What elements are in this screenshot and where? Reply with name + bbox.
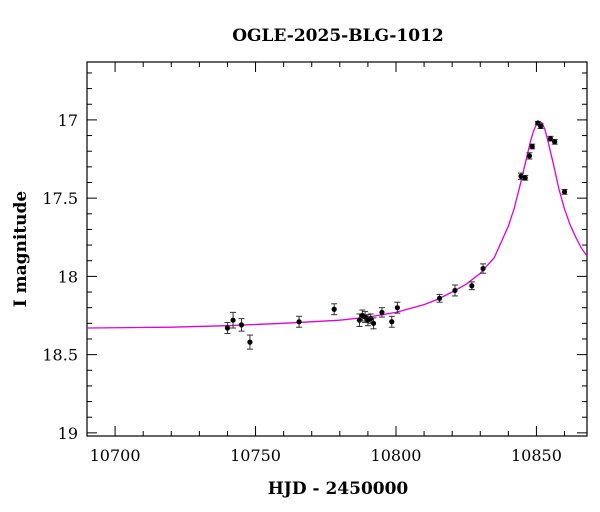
point-marker: [224, 325, 231, 331]
point-marker: [436, 295, 443, 301]
data-point: [388, 315, 395, 328]
axis-tick-labels: 10700 10750 10800 10850 17 17.5 18 18.5 19: [42, 111, 562, 465]
point-marker: [538, 123, 544, 129]
x-tick-label: 10850: [511, 446, 562, 465]
data-point: [551, 138, 558, 145]
y-tick-label: 18: [58, 267, 78, 286]
x-tick-label: 10750: [230, 446, 281, 465]
data-point: [370, 317, 377, 330]
data-point: [537, 123, 544, 130]
chart-title: OGLE-2025-BLG-1012: [232, 26, 444, 46]
data-point: [331, 303, 338, 316]
point-marker: [547, 136, 554, 142]
data-point: [561, 189, 568, 195]
point-marker: [356, 317, 363, 323]
data-point: [517, 172, 524, 180]
point-marker: [379, 309, 385, 315]
point-marker: [389, 319, 395, 325]
y-tick-label: 19: [58, 424, 78, 443]
point-marker: [394, 305, 400, 311]
data-point: [367, 313, 374, 324]
plot-frame: [86, 61, 588, 437]
point-marker: [561, 189, 568, 195]
data-point: [526, 152, 533, 160]
y-tick-label: 17: [58, 111, 78, 130]
point-marker: [518, 173, 524, 179]
data-point: [230, 311, 237, 329]
x-tick-label: 10700: [90, 446, 141, 465]
point-marker: [368, 316, 374, 322]
x-tick-label: 10800: [371, 446, 422, 465]
point-marker: [296, 319, 302, 325]
point-marker: [230, 317, 236, 323]
point-marker: [469, 283, 475, 289]
data-point: [547, 135, 554, 142]
data-points: [224, 120, 568, 350]
data-point: [436, 293, 443, 303]
data-point: [378, 307, 385, 318]
y-axis-label: I magnitude: [11, 191, 31, 308]
data-point: [394, 301, 401, 314]
point-marker: [331, 306, 337, 312]
data-point: [356, 313, 363, 327]
data-point: [224, 322, 231, 335]
point-marker: [552, 139, 558, 145]
data-point: [529, 143, 536, 150]
point-marker: [247, 339, 253, 345]
data-point: [468, 281, 475, 291]
x-axis-label: HJD - 2450000: [268, 479, 409, 499]
axis-ticks: [86, 62, 587, 436]
point-marker: [238, 322, 245, 328]
data-point: [296, 315, 303, 328]
data-point: [480, 263, 487, 274]
point-marker: [529, 143, 535, 150]
data-point: [451, 284, 458, 297]
point-marker: [370, 320, 377, 326]
point-marker: [526, 153, 533, 159]
y-tick-label: 17.5: [42, 189, 78, 208]
data-point: [246, 334, 253, 350]
point-marker: [480, 265, 486, 272]
data-point: [238, 318, 245, 332]
point-marker: [522, 175, 528, 181]
data-point: [522, 174, 529, 181]
model-curve: [86, 120, 588, 329]
y-tick-label: 18.5: [42, 346, 78, 365]
point-marker: [452, 287, 458, 294]
